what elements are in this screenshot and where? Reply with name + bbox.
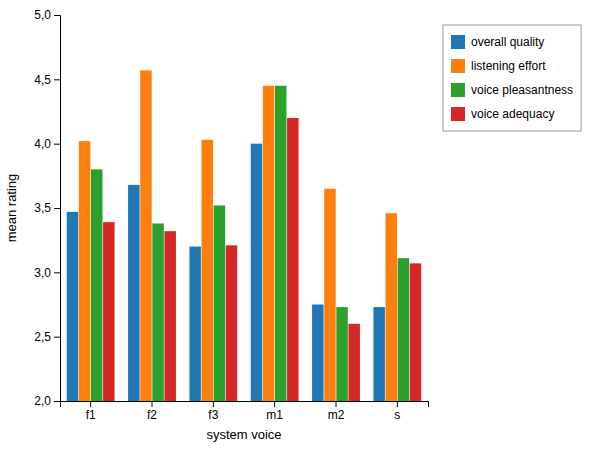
bar (410, 263, 422, 401)
tick-mark (397, 401, 398, 407)
x-tick: m1 (266, 401, 283, 422)
legend-swatch (451, 107, 465, 121)
bar (373, 307, 385, 401)
legend-label: listening effort (471, 59, 546, 73)
bar-series (79, 70, 397, 401)
tick-label: 2,5 (34, 330, 51, 344)
y-tick: 4,5 (34, 73, 60, 87)
bars (67, 70, 422, 401)
bar-series (103, 118, 421, 401)
y-tick: 4,0 (34, 137, 60, 151)
bar (287, 118, 299, 401)
axis-line (54, 16, 61, 402)
axis-line (61, 402, 429, 408)
bar (324, 189, 336, 401)
legend-item: overall quality (451, 35, 544, 49)
bar (336, 307, 348, 401)
tick-label: 3,0 (34, 266, 51, 280)
bar (348, 324, 360, 401)
y-tick: 2,5 (34, 330, 60, 344)
tick-mark (54, 15, 60, 16)
y-tick: 3,0 (34, 266, 60, 280)
tick-label: 4,5 (34, 73, 51, 87)
bar (79, 141, 91, 401)
tick-label: m1 (266, 408, 283, 422)
tick-label: s (394, 408, 400, 422)
y-axis: 2,0 2,5 3,0 3,5 4,0 4,5 5,0 (34, 8, 60, 408)
x-axis: f1 f2 f3 m1 m2 s (61, 401, 429, 422)
tick-label: 4,0 (34, 137, 51, 151)
tick-mark (152, 401, 153, 407)
legend-item: voice adequacy (451, 107, 554, 121)
bar (386, 213, 398, 401)
bar (128, 185, 140, 401)
tick-mark (90, 401, 91, 407)
bar (275, 86, 287, 401)
bar (202, 140, 214, 401)
plot: f1 f2 f3 m1 m2 s 2,0 2,5 3,0 3,5 4,0 4,5 5,0 (34, 8, 428, 451)
x-tick: m2 (328, 401, 345, 422)
legend-item: voice pleasantness (451, 83, 573, 97)
bar (91, 169, 103, 401)
bar (140, 70, 152, 401)
bar (189, 247, 201, 401)
bar-series (67, 144, 385, 401)
y-tick: 3,5 (34, 201, 60, 215)
chart: f1 f2 f3 m1 m2 s 2,0 2,5 3,0 3,5 4,0 4,5 5,0 system v… (0, 0, 598, 451)
tick-mark (54, 208, 60, 209)
tick-label: m2 (328, 408, 345, 422)
tick-mark (54, 337, 60, 338)
bar (103, 222, 115, 401)
bar (164, 231, 176, 401)
x-tick: f2 (147, 401, 157, 422)
legend-item: listening effort (451, 59, 546, 73)
legend-swatch (451, 35, 465, 49)
tick-label: 3,5 (34, 201, 51, 215)
y-tick: 5,0 (34, 8, 60, 22)
tick-mark (54, 79, 60, 80)
bar (398, 258, 410, 401)
tick-label: f3 (208, 408, 218, 422)
bar-series (91, 86, 409, 401)
tick-label: f1 (86, 408, 96, 422)
tick-label: f2 (147, 408, 157, 422)
legend-label: voice pleasantness (471, 83, 573, 97)
bar (226, 245, 238, 401)
tick-label: 2,0 (34, 394, 51, 408)
tick-mark (274, 401, 275, 407)
tick-mark (54, 401, 60, 402)
bar (251, 144, 263, 401)
bar (312, 305, 324, 402)
y-tick: 2,0 (34, 394, 60, 408)
tick-label: 5,0 (34, 8, 51, 22)
legend-swatch (451, 83, 465, 97)
bar (214, 205, 226, 401)
x-tick: s (394, 401, 400, 422)
legend-frame (443, 25, 581, 131)
tick-mark (336, 401, 337, 407)
tick-mark (54, 272, 60, 273)
legend-label: voice adequacy (471, 107, 554, 121)
bar (263, 86, 275, 401)
x-axis-title: system voice (206, 427, 281, 442)
legend-swatch (451, 59, 465, 73)
bar (152, 223, 164, 401)
x-tick: f1 (86, 401, 96, 422)
tick-mark (54, 144, 60, 145)
legend-label: overall quality (471, 35, 544, 49)
y-axis-title: mean rating (4, 174, 19, 243)
legend: overall quality listening effort voice ple… (443, 25, 581, 131)
tick-mark (213, 401, 214, 407)
bar (67, 212, 79, 401)
x-tick: f3 (208, 401, 218, 422)
